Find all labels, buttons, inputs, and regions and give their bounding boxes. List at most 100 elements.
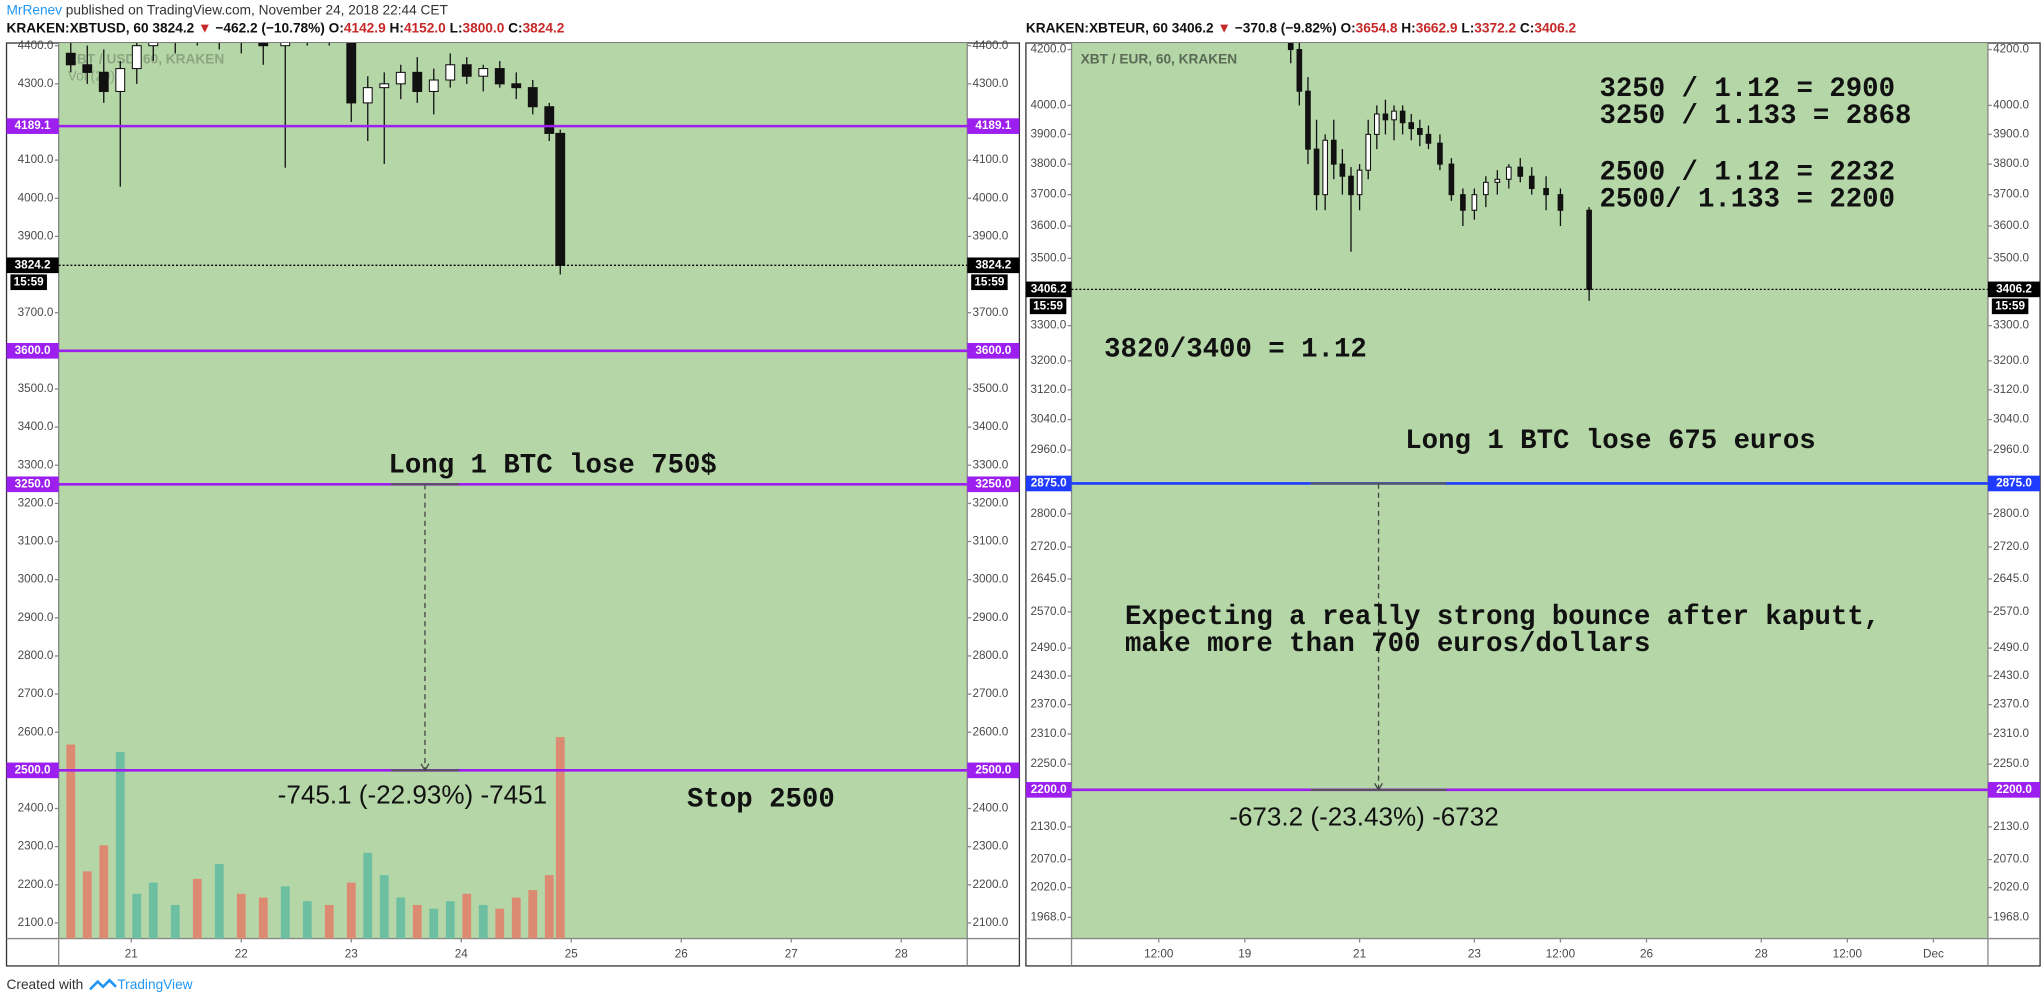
plot-area bbox=[58, 43, 968, 939]
candle-body bbox=[82, 64, 93, 73]
x-tick-label: 26 bbox=[1640, 947, 1653, 960]
candle-body bbox=[1586, 209, 1592, 290]
candle-body bbox=[555, 132, 566, 266]
y-tick-label: 4300.0 bbox=[18, 77, 54, 90]
volume-bar bbox=[148, 882, 158, 939]
price-label: 2875.0 bbox=[1031, 477, 1067, 490]
y-tick-label: 2250.0 bbox=[1030, 757, 1066, 770]
volume-bar bbox=[429, 908, 439, 939]
y-tick-label: 2020.0 bbox=[1030, 881, 1066, 894]
last-price-box bbox=[967, 257, 1020, 274]
ohlc-value: 4142.9 bbox=[344, 20, 386, 35]
x-tick-label: 21 bbox=[1353, 947, 1366, 960]
candle-body bbox=[1448, 163, 1455, 196]
candle-body bbox=[379, 83, 390, 89]
volume-bar bbox=[214, 863, 224, 939]
y-tick-label: 3900.0 bbox=[18, 229, 54, 242]
y-tick-label: 4000.0 bbox=[18, 191, 54, 204]
last-price-box bbox=[6, 257, 59, 274]
price-label: 3250.0 bbox=[15, 477, 51, 490]
author: MrRenev bbox=[7, 2, 63, 17]
y-tick-label: 2800.0 bbox=[1030, 507, 1066, 520]
candle-body bbox=[65, 52, 76, 66]
y-tick-label: 2645.0 bbox=[1993, 572, 2029, 585]
candle-body bbox=[1348, 175, 1354, 196]
volume-bar bbox=[396, 897, 406, 939]
candle-body bbox=[1417, 128, 1423, 135]
last-price-box bbox=[1025, 281, 1072, 298]
x-tick-label: 25 bbox=[565, 947, 579, 960]
candle-body bbox=[237, 34, 246, 42]
volume-bar bbox=[528, 890, 538, 939]
ohlc-label: H: bbox=[1401, 20, 1415, 35]
ohlc-label: C: bbox=[508, 20, 522, 35]
y-tick-label: 2370.0 bbox=[1030, 698, 1066, 711]
price-label: 4189.1 bbox=[975, 119, 1011, 132]
candle-body bbox=[148, 43, 159, 47]
y-tick-label: 2570.0 bbox=[1030, 605, 1066, 618]
footer-brand[interactable]: TradingView bbox=[117, 977, 192, 992]
annotation: make more than 700 euros/dollars bbox=[1125, 629, 1650, 660]
y-tick-label: 3100.0 bbox=[18, 535, 54, 548]
y-tick-label: 3100.0 bbox=[972, 535, 1008, 548]
y-tick-label: 4200.0 bbox=[1030, 43, 1066, 56]
volume-bar bbox=[280, 886, 290, 939]
y-tick-label: 4300.0 bbox=[972, 77, 1008, 90]
x-tick-label: 23 bbox=[345, 947, 358, 960]
countdown-label: 15:59 bbox=[1033, 299, 1063, 312]
candle-body bbox=[494, 68, 505, 85]
price-label: 3600.0 bbox=[975, 344, 1011, 357]
chart-title: XBT / USD, 60, KRAKEN bbox=[68, 52, 224, 67]
annotation: 3250 / 1.12 = 2900 bbox=[1599, 74, 1895, 105]
last-price-label: 3406.2 bbox=[1996, 282, 2032, 295]
direction: ▼ bbox=[198, 20, 212, 35]
ohlc-value: 3406.2 bbox=[1534, 20, 1576, 35]
y-tick-label: 1968.0 bbox=[1993, 911, 2029, 924]
candle-body bbox=[280, 43, 291, 47]
countdown-box bbox=[10, 274, 47, 291]
y-tick-label: 2100.0 bbox=[972, 916, 1008, 929]
candle-body bbox=[1505, 166, 1512, 180]
y-tick-label: 3500.0 bbox=[18, 382, 54, 395]
volume-bar bbox=[495, 908, 505, 939]
y-tick-label: 3300.0 bbox=[18, 458, 54, 471]
y-tick-label: 2645.0 bbox=[1030, 572, 1066, 585]
last-price-label: 3406.2 bbox=[1031, 282, 1067, 295]
x-tick-label: 12:00 bbox=[1833, 947, 1863, 960]
volume-bar bbox=[555, 737, 565, 939]
ohlc-value: 4152.0 bbox=[404, 20, 446, 35]
x-tick-label: 21 bbox=[125, 947, 138, 960]
ohlc-label: H: bbox=[390, 20, 404, 35]
y-tick-label: 3500.0 bbox=[1030, 251, 1066, 264]
candle-body bbox=[395, 71, 406, 85]
volume-bar bbox=[544, 875, 554, 939]
candle-body bbox=[1339, 163, 1346, 177]
footer-created: Created with bbox=[7, 977, 84, 992]
y-tick-label: 3600.0 bbox=[1993, 219, 2029, 232]
y-tick-label: 2490.0 bbox=[1030, 641, 1066, 654]
price-label: 4189.1 bbox=[15, 119, 51, 132]
symbol: KRAKEN:XBTEUR, 60 bbox=[1026, 20, 1168, 35]
countdown-box bbox=[1991, 298, 2029, 315]
y-tick-label: 3800.0 bbox=[1993, 157, 2029, 170]
price-label: 2500.0 bbox=[975, 763, 1011, 776]
y-tick-label: 2130.0 bbox=[1030, 820, 1066, 833]
price-label: 2200.0 bbox=[1996, 783, 2032, 796]
y-tick-label: 3700.0 bbox=[972, 306, 1008, 319]
y-tick-label: 2310.0 bbox=[1030, 727, 1066, 740]
candle-body bbox=[258, 43, 269, 47]
volume-bar bbox=[66, 744, 76, 939]
candle-body bbox=[1483, 181, 1489, 196]
y-tick-label: 4000.0 bbox=[1993, 98, 2029, 111]
y-tick-label: 4100.0 bbox=[18, 153, 54, 166]
y-tick-label: 2100.0 bbox=[18, 916, 54, 929]
y-tick-label: 2600.0 bbox=[972, 725, 1008, 738]
ohlc-label: L: bbox=[1461, 20, 1474, 35]
candle-body bbox=[1305, 90, 1311, 150]
volume-bar bbox=[236, 893, 246, 939]
direction: ▼ bbox=[1217, 20, 1231, 35]
y-tick-label: 3200.0 bbox=[18, 496, 54, 509]
y-tick-label: 3400.0 bbox=[972, 420, 1008, 433]
last-price-label: 3824.2 bbox=[15, 258, 51, 271]
change: −370.8 (−9.82%) bbox=[1235, 20, 1337, 35]
